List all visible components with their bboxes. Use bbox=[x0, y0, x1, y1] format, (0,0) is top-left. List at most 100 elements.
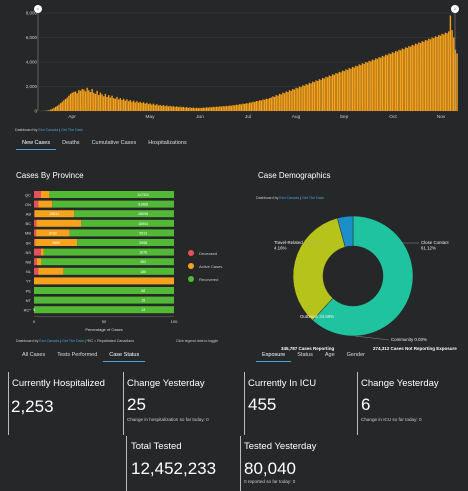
timeline-bar bbox=[383, 56, 385, 111]
province-bar-segment bbox=[38, 200, 53, 208]
timeline-bar bbox=[230, 105, 233, 111]
timeline-bar bbox=[215, 106, 218, 111]
tab-hospitalizations[interactable]: Hospitalizations bbox=[148, 140, 187, 146]
timeline-bar bbox=[312, 81, 314, 111]
hospitalized-change-value: 25 bbox=[127, 395, 146, 414]
timeline-bar bbox=[300, 87, 302, 111]
timeline-bar bbox=[398, 49, 400, 111]
province-bar-segment bbox=[36, 229, 70, 237]
timeline-bar bbox=[288, 90, 291, 111]
timeline-bar bbox=[48, 110, 50, 111]
timeline-bar bbox=[190, 107, 193, 111]
legend-toggle-hint: Click legend dots to toggle bbox=[176, 339, 219, 343]
timeline-bar bbox=[63, 100, 65, 111]
timeline-bar bbox=[141, 103, 143, 111]
timeline-bar bbox=[443, 34, 445, 111]
timeline-bar bbox=[195, 107, 198, 111]
range-end-handle[interactable] bbox=[451, 5, 459, 13]
divider bbox=[123, 372, 124, 435]
tab-gender[interactable]: Gender bbox=[346, 352, 365, 358]
y-tick-label: 8,000 bbox=[26, 11, 38, 16]
timeline-bar bbox=[64, 98, 67, 111]
donut-label: Outbreak 33.69% bbox=[300, 314, 334, 319]
province-bar-segment bbox=[36, 258, 41, 266]
legend-deceased[interactable]: Deceased bbox=[188, 250, 222, 256]
province-bar-segment bbox=[34, 258, 37, 266]
timeline-bar bbox=[214, 107, 216, 111]
timeline-bar bbox=[149, 103, 151, 111]
icu-change-value: 6 bbox=[361, 395, 371, 414]
timeline-bar bbox=[424, 39, 427, 112]
province-bar-segment bbox=[41, 258, 174, 266]
icu-change-subtext: Change in ICU so far today: 0 bbox=[361, 417, 422, 422]
legend-dot-active[interactable] bbox=[188, 263, 194, 269]
legend-recovered[interactable]: Recovered bbox=[188, 276, 222, 282]
timeline-bar bbox=[302, 85, 304, 111]
divider bbox=[126, 436, 127, 491]
timeline-bar bbox=[341, 70, 344, 111]
timeline-bar bbox=[409, 46, 412, 111]
active-cases-label: 2655 bbox=[52, 241, 60, 245]
timeline-bar bbox=[225, 105, 228, 111]
timeline-bar bbox=[56, 105, 58, 111]
province-bar-segment bbox=[34, 306, 174, 314]
timeline-bar bbox=[423, 41, 425, 111]
timeline-bar bbox=[49, 109, 52, 111]
legend-dot-recovered[interactable] bbox=[188, 276, 194, 282]
tab-exposure[interactable]: Exposure bbox=[256, 352, 292, 362]
timeline-bar bbox=[242, 103, 244, 111]
timeline-bar bbox=[277, 95, 279, 111]
esri-canada-link[interactable]: Esri Canada bbox=[38, 128, 59, 132]
total-tested-value: 12,452,233 bbox=[131, 459, 217, 478]
timeline-bar bbox=[358, 64, 360, 111]
timeline-bar bbox=[353, 67, 355, 111]
timeline-bar bbox=[101, 94, 103, 111]
tab-age[interactable]: Age bbox=[324, 352, 335, 358]
timeline-bar bbox=[127, 101, 130, 111]
timeline-tabs: New Cases Deaths Cumulative Cases Hospit… bbox=[16, 140, 193, 150]
timeline-bar bbox=[86, 87, 88, 111]
timeline-bar bbox=[348, 68, 350, 111]
timeline-bar bbox=[204, 107, 206, 111]
esri-canada-link[interactable]: Esri Canada bbox=[279, 196, 300, 200]
legend-dot-deceased[interactable] bbox=[188, 250, 194, 256]
province-credits: Dashboard by Esri Canada | Get The Data … bbox=[16, 339, 134, 343]
get-the-data-link[interactable]: Get The Data bbox=[302, 196, 324, 200]
timeline-bar bbox=[144, 103, 146, 111]
tab-cumulative-cases[interactable]: Cumulative Cases bbox=[91, 140, 137, 146]
timeline-bar bbox=[333, 74, 336, 111]
tab-new-cases[interactable]: New Cases bbox=[16, 140, 57, 150]
timeline-bar bbox=[363, 63, 365, 111]
x-tick-label: 0 bbox=[33, 319, 36, 324]
timeline-bar bbox=[360, 65, 362, 111]
timeline-bar bbox=[117, 99, 120, 111]
province-title: Cases By Province bbox=[16, 171, 84, 180]
get-the-data-link[interactable]: Get The Data bbox=[62, 339, 84, 343]
tab-deaths[interactable]: Deaths bbox=[62, 140, 80, 146]
tab-case-status[interactable]: Case Status bbox=[103, 352, 146, 362]
legend-label-active: Active Cases bbox=[199, 263, 223, 269]
demographics-credits: Dashboard by Esri Canada | Get The Data bbox=[256, 196, 324, 200]
timeline-bar bbox=[126, 99, 128, 111]
timeline-bar bbox=[315, 80, 317, 111]
tab-status[interactable]: Status bbox=[297, 352, 313, 358]
y-tick-label: 0 bbox=[34, 109, 37, 114]
timeline-bar bbox=[129, 99, 131, 111]
timeline-bar bbox=[406, 47, 408, 111]
timeline-bar bbox=[121, 99, 123, 111]
timeline-bar bbox=[356, 66, 359, 111]
timeline-bar bbox=[413, 45, 415, 111]
range-start-handle[interactable] bbox=[34, 5, 42, 13]
tab-tests-performed[interactable]: Tests Performed bbox=[57, 352, 98, 358]
x-tick-label: Jun bbox=[196, 114, 204, 120]
timeline-bar bbox=[83, 89, 85, 111]
get-the-data-link[interactable]: Get The Data bbox=[61, 128, 83, 132]
cases-by-province-chart: QC 117321 ON 91966 AB 23612 28098 BC 15904 MB 8732… bbox=[24, 191, 178, 332]
esri-canada-link[interactable]: Esri Canada bbox=[39, 339, 60, 343]
legend-active[interactable]: Active Cases bbox=[188, 263, 222, 269]
total-tested-title: Total Tested bbox=[131, 441, 182, 452]
timeline-bar bbox=[371, 59, 374, 111]
timeline-bar bbox=[124, 100, 127, 111]
tab-all-cases[interactable]: All Cases bbox=[22, 352, 46, 358]
x-tick-label: Oct bbox=[389, 114, 397, 120]
